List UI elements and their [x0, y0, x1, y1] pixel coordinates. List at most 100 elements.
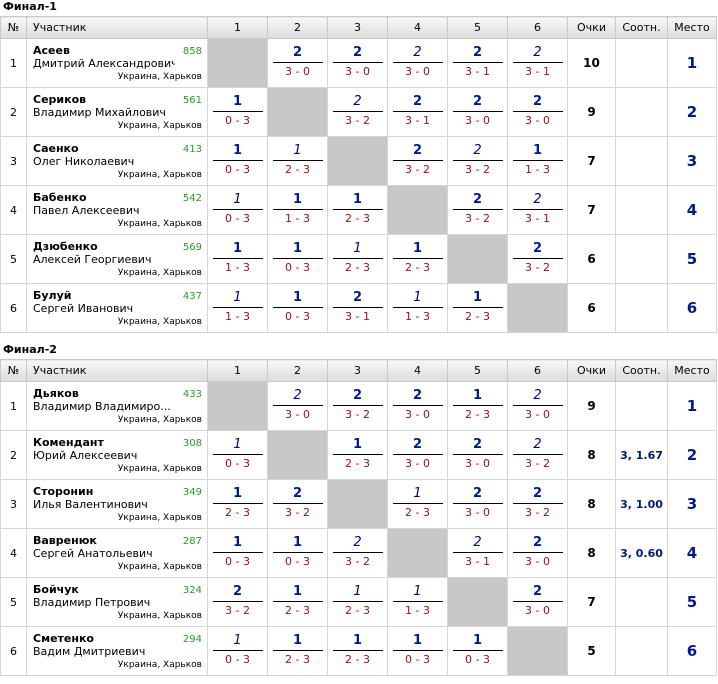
player-last-name[interactable]: Дьяков [33, 387, 79, 400]
column-header[interactable]: 1 [207, 16, 268, 39]
match-cell[interactable]: 2 3 - 0 [447, 430, 508, 480]
column-header[interactable]: 5 [447, 16, 508, 39]
match-result[interactable]: 1 1 - 3 [391, 288, 445, 326]
column-header[interactable]: 4 [387, 359, 448, 382]
player-last-name[interactable]: Саенко [33, 142, 79, 155]
match-result[interactable]: 1 2 - 3 [331, 631, 385, 669]
match-result[interactable]: 1 0 - 3 [451, 631, 505, 669]
match-cell[interactable]: 1 1 - 3 [267, 185, 328, 235]
player-cell[interactable]: Булуй Сергей Иванович 437 Украина, Харьков [26, 283, 208, 333]
match-cell[interactable]: 2 3 - 0 [387, 381, 448, 431]
match-result[interactable]: 1 0 - 3 [211, 533, 265, 571]
player-last-name[interactable]: Вавренюк [33, 534, 97, 547]
match-cell[interactable]: 2 3 - 0 [507, 87, 568, 137]
match-result[interactable]: 1 0 - 3 [211, 190, 265, 228]
match-cell[interactable]: 1 0 - 3 [447, 626, 508, 676]
match-result[interactable]: 1 2 - 3 [331, 239, 385, 277]
column-header[interactable]: 6 [507, 16, 568, 39]
match-result[interactable]: 1 0 - 3 [271, 533, 325, 571]
match-result[interactable]: 2 3 - 0 [271, 43, 325, 81]
match-cell[interactable]: 2 3 - 1 [387, 87, 448, 137]
match-cell[interactable]: 2 3 - 1 [507, 38, 568, 88]
column-header[interactable]: 3 [327, 359, 388, 382]
player-last-name[interactable]: Булуй [33, 289, 72, 302]
player-last-name[interactable]: Бойчук [33, 583, 79, 596]
match-cell[interactable]: 1 2 - 3 [327, 626, 388, 676]
match-result[interactable]: 1 0 - 3 [211, 92, 265, 130]
match-result[interactable]: 2 3 - 0 [511, 582, 565, 620]
match-cell[interactable]: 1 2 - 3 [267, 626, 328, 676]
match-result[interactable]: 2 3 - 2 [211, 582, 265, 620]
match-cell[interactable]: 2 3 - 0 [327, 38, 388, 88]
match-result[interactable]: 2 3 - 0 [391, 43, 445, 81]
match-cell[interactable]: 1 0 - 3 [207, 626, 268, 676]
match-result[interactable]: 1 1 - 3 [211, 239, 265, 277]
match-cell[interactable]: 1 0 - 3 [207, 528, 268, 578]
column-header[interactable]: 4 [387, 16, 448, 39]
column-header[interactable]: 5 [447, 359, 508, 382]
column-header[interactable]: Очки [567, 359, 616, 382]
match-cell[interactable]: 2 3 - 2 [447, 136, 508, 186]
column-header[interactable]: Соотн. [615, 16, 668, 39]
column-header[interactable]: № [0, 359, 27, 382]
player-cell[interactable]: Дьяков Владимир Владимиро... 433 Украина, Х… [26, 381, 208, 431]
match-result[interactable]: 2 3 - 1 [511, 43, 565, 81]
match-result[interactable]: 1 2 - 3 [451, 386, 505, 424]
match-cell[interactable]: 2 3 - 2 [207, 577, 268, 627]
match-cell[interactable]: 2 3 - 0 [507, 381, 568, 431]
column-header[interactable]: 1 [207, 359, 268, 382]
column-header[interactable]: 6 [507, 359, 568, 382]
column-header[interactable]: Очки [567, 16, 616, 39]
player-cell[interactable]: Вавренюк Сергей Анатольевич 287 Украина, Ха… [26, 528, 208, 578]
match-result[interactable]: 1 0 - 3 [211, 435, 265, 473]
column-header[interactable]: 2 [267, 16, 328, 39]
match-cell[interactable]: 2 3 - 2 [327, 87, 388, 137]
match-cell[interactable]: 2 3 - 2 [507, 234, 568, 284]
column-header[interactable]: Соотн. [615, 359, 668, 382]
match-result[interactable]: 2 3 - 1 [331, 288, 385, 326]
player-last-name[interactable]: Сторонин [33, 485, 94, 498]
match-cell[interactable]: 1 2 - 3 [447, 283, 508, 333]
match-cell[interactable]: 2 3 - 2 [387, 136, 448, 186]
match-result[interactable]: 2 3 - 0 [451, 484, 505, 522]
match-result[interactable]: 2 3 - 0 [451, 92, 505, 130]
match-result[interactable]: 1 1 - 3 [511, 141, 565, 179]
match-cell[interactable]: 2 3 - 2 [267, 479, 328, 529]
match-result[interactable]: 2 3 - 0 [271, 386, 325, 424]
match-result[interactable]: 2 3 - 1 [391, 92, 445, 130]
player-cell[interactable]: Асеев Дмитрий Александрович 858 Украина, Ха… [26, 38, 208, 88]
match-cell[interactable]: 1 2 - 3 [447, 381, 508, 431]
player-cell[interactable]: Бабенко Павел Алексеевич 542 Украина, Харьк… [26, 185, 208, 235]
match-cell[interactable]: 1 0 - 3 [387, 626, 448, 676]
match-cell[interactable]: 1 0 - 3 [267, 283, 328, 333]
player-last-name[interactable]: Асеев [33, 44, 70, 57]
column-header[interactable]: № [0, 16, 27, 39]
match-cell[interactable]: 2 3 - 2 [327, 381, 388, 431]
match-result[interactable]: 2 3 - 2 [511, 239, 565, 277]
match-result[interactable]: 2 3 - 2 [511, 484, 565, 522]
match-cell[interactable]: 2 3 - 2 [507, 479, 568, 529]
match-result[interactable]: 1 0 - 3 [391, 631, 445, 669]
match-cell[interactable]: 1 0 - 3 [207, 185, 268, 235]
player-last-name[interactable]: Бабенко [33, 191, 87, 204]
match-cell[interactable]: 1 0 - 3 [267, 528, 328, 578]
match-result[interactable]: 1 2 - 3 [211, 484, 265, 522]
match-result[interactable]: 2 3 - 2 [511, 435, 565, 473]
match-result[interactable]: 1 2 - 3 [331, 190, 385, 228]
player-cell[interactable]: Дзюбенко Алексей Георгиевич 569 Украина, Ха… [26, 234, 208, 284]
match-cell[interactable]: 2 3 - 0 [447, 87, 508, 137]
match-cell[interactable]: 2 3 - 1 [447, 38, 508, 88]
match-cell[interactable]: 1 1 - 3 [507, 136, 568, 186]
match-result[interactable]: 2 3 - 2 [331, 92, 385, 130]
column-header[interactable]: Место [667, 16, 717, 39]
match-cell[interactable]: 1 2 - 3 [327, 234, 388, 284]
match-result[interactable]: 2 3 - 0 [511, 386, 565, 424]
match-result[interactable]: 1 0 - 3 [271, 288, 325, 326]
match-cell[interactable]: 2 3 - 0 [387, 38, 448, 88]
match-cell[interactable]: 2 3 - 1 [327, 283, 388, 333]
match-result[interactable]: 2 3 - 2 [331, 386, 385, 424]
match-cell[interactable]: 2 3 - 0 [447, 479, 508, 529]
match-result[interactable]: 2 3 - 2 [331, 533, 385, 571]
match-cell[interactable]: 2 3 - 2 [507, 430, 568, 480]
player-last-name[interactable]: Сериков [33, 93, 87, 106]
